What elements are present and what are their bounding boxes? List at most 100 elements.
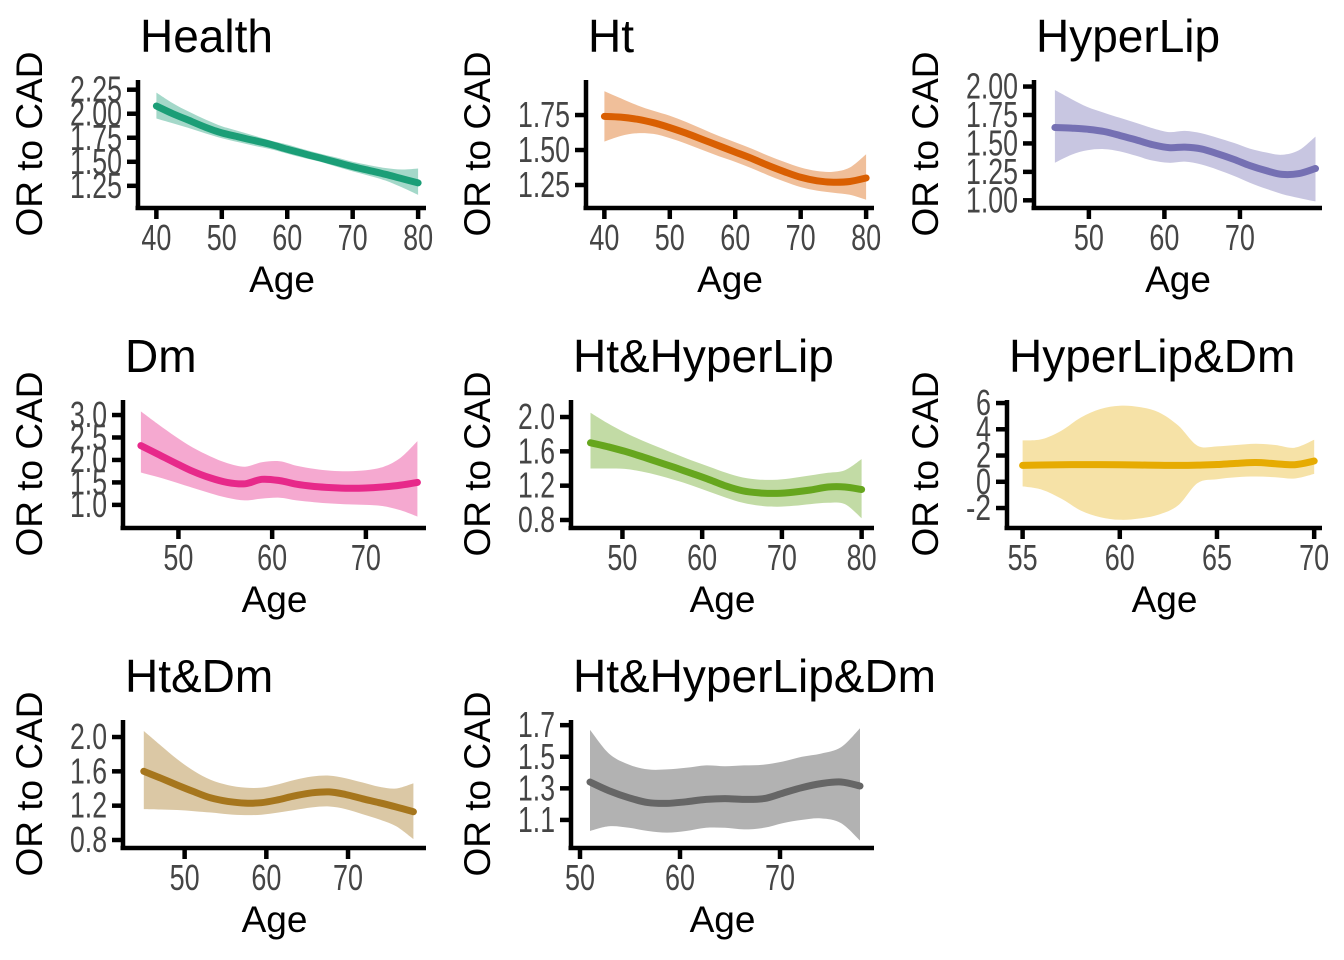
x-tick-label: 40 [141,217,171,258]
panel-title: HyperLip&Dm [1009,330,1295,382]
x-tick-label: 50 [207,217,237,258]
y-tick-label: 1.25 [966,151,1018,192]
x-tick-label: 65 [1202,537,1232,578]
x-tick-label: 80 [403,217,433,258]
y-tick-label: 1.25 [518,164,570,205]
trend-line [152,102,422,187]
y-tick-label: 1.2 [518,465,555,506]
facet-cell-ht-dm: 50 60 70 2.0 1.6 1.2 0.8 Ht&Dm Age OR to CAD [0,640,448,960]
confidence-band [143,731,414,840]
panel-ht-hyperlip-dm: 50 60 70 1.71.51.31.1 Ht&HyperLip&Dm Age OR to… [457,650,936,940]
facet-cell-health: 40 50 60 70 80 2.25 2.00 1.75 1.50 1.25 Health Age O… [0,0,448,320]
y-axis-label: OR to CAD [457,51,498,236]
trend-line [140,767,417,816]
y-tick-label: 2.00 [966,66,1018,107]
x-tick-label: 50 [1074,217,1104,258]
x-axis-label: Age [1145,259,1211,300]
x-tick-label: 50 [170,857,200,898]
confidence-band [604,91,867,200]
trend-line [1051,124,1319,179]
y-tick-label: 1.6 [70,750,107,791]
x-tick-label: 70 [1225,217,1255,258]
x-axis-label: Age [242,899,308,940]
panel-ht: 40 50 60 70 80 1.751.501.25 Ht Age OR to CAD [457,10,881,300]
panel-title: Ht&HyperLip [573,330,834,382]
y-tick-label: 1.75 [518,94,570,135]
trend-line [600,112,870,186]
y-tick-label: 2.0 [70,716,107,757]
trend-line [137,442,421,492]
confidence-band [156,92,419,195]
x-tick-label: 80 [847,537,877,578]
panel-title: Ht&HyperLip&Dm [573,650,936,702]
x-axis-label: Age [249,259,315,300]
x-tick-label: 60 [251,857,281,898]
x-tick-label: 70 [1299,537,1329,578]
y-tick-label: 1.5 [70,461,107,502]
y-tick-label: 1.3 [518,767,555,808]
y-tick-label: 4 [976,408,991,449]
x-tick-label: 70 [333,857,363,898]
y-tick-label: 2.0 [70,439,107,480]
y-tick-label: 1.1 [518,799,555,840]
y-tick-label: 0.8 [518,499,555,540]
x-tick-label: 60 [687,537,717,578]
x-tick-label: 60 [720,217,750,258]
panel-title: Health [140,10,273,62]
x-tick-label: 50 [607,537,637,578]
y-axis-label: OR to CAD [9,691,50,876]
panel-dm: 50 60 70 3.02.52.01.51.0 Dm Age OR to CAD [9,330,426,620]
y-axis-label: OR to CAD [9,371,50,556]
x-tick-label: 40 [589,217,619,258]
y-tick-label: 1.50 [966,122,1018,163]
panel-hyperlip: 50 60 70 2.001.751.501.251.00 HyperLip Age OR … [905,10,1322,300]
y-tick-label: 1.6 [518,430,555,471]
x-tick-label: 70 [765,857,795,898]
y-axis-label: OR to CAD [457,691,498,876]
y-tick-label: 1.75 [70,117,122,158]
y-tick-label: 1.2 [70,785,107,826]
panel-health: 40 50 60 70 80 2.252.001.751.501.25 Health Age O… [9,10,433,300]
facet-cell-ht: 40 50 60 70 80 1.75 1.50 1.25 Ht Age OR to CAD [448,0,896,320]
panel-ht-dm: 50 60 70 2.01.61.20.8 Ht&Dm Age OR to CAD [9,650,426,940]
trend-line [1019,457,1318,469]
x-tick-label: 55 [1008,537,1038,578]
y-tick-label: 1.75 [966,94,1018,135]
y-tick-label: 3.0 [70,394,107,435]
y-tick-label: 2.0 [518,396,555,437]
trend-line [587,439,866,497]
x-tick-label: 50 [565,857,595,898]
x-tick-label: 70 [338,217,368,258]
confidence-band [590,412,862,519]
y-tick-label: 1.50 [518,129,570,170]
x-tick-label: 60 [1105,537,1135,578]
x-tick-label: 70 [351,537,381,578]
x-axis-label: Age [1132,579,1198,620]
x-tick-label: 70 [767,537,797,578]
panel-ht-hyperlip: 50 60 70 80 2.01.61.20.8 Ht&HyperLip Age OR to … [457,330,877,620]
y-axis-label: OR to CAD [9,51,50,236]
facet-cell-hyperlip: 50 60 70 2.00 1.75 1.50 1.25 1.00 HyperLip Age OR … [896,0,1344,320]
panel-title: HyperLip [1036,10,1220,62]
y-tick-label: 2 [976,435,991,476]
y-tick-label: -2 [966,487,991,528]
confidence-band [590,728,860,841]
x-axis-label: Age [697,259,763,300]
trend-line [586,778,864,807]
x-axis-label: Age [690,899,756,940]
y-tick-label: 1.50 [70,141,122,182]
x-tick-label: 50 [163,537,193,578]
y-axis-label: OR to CAD [905,51,946,236]
panel-title: Ht&Dm [125,650,273,702]
x-tick-label: 70 [786,217,816,258]
y-tick-label: 2.25 [70,69,122,110]
x-axis-label: Age [242,579,308,620]
y-axis-label: OR to CAD [905,371,946,556]
x-tick-label: 60 [665,857,695,898]
x-axis-label: Age [690,579,756,620]
y-tick-label: 1.25 [70,165,122,206]
panel-title: Ht [588,10,634,62]
facet-cell-hyperlip-dm: 55 60 65 70 6 4 2 0 -2 HyperLip&Dm Age OR to CAD [896,320,1344,640]
